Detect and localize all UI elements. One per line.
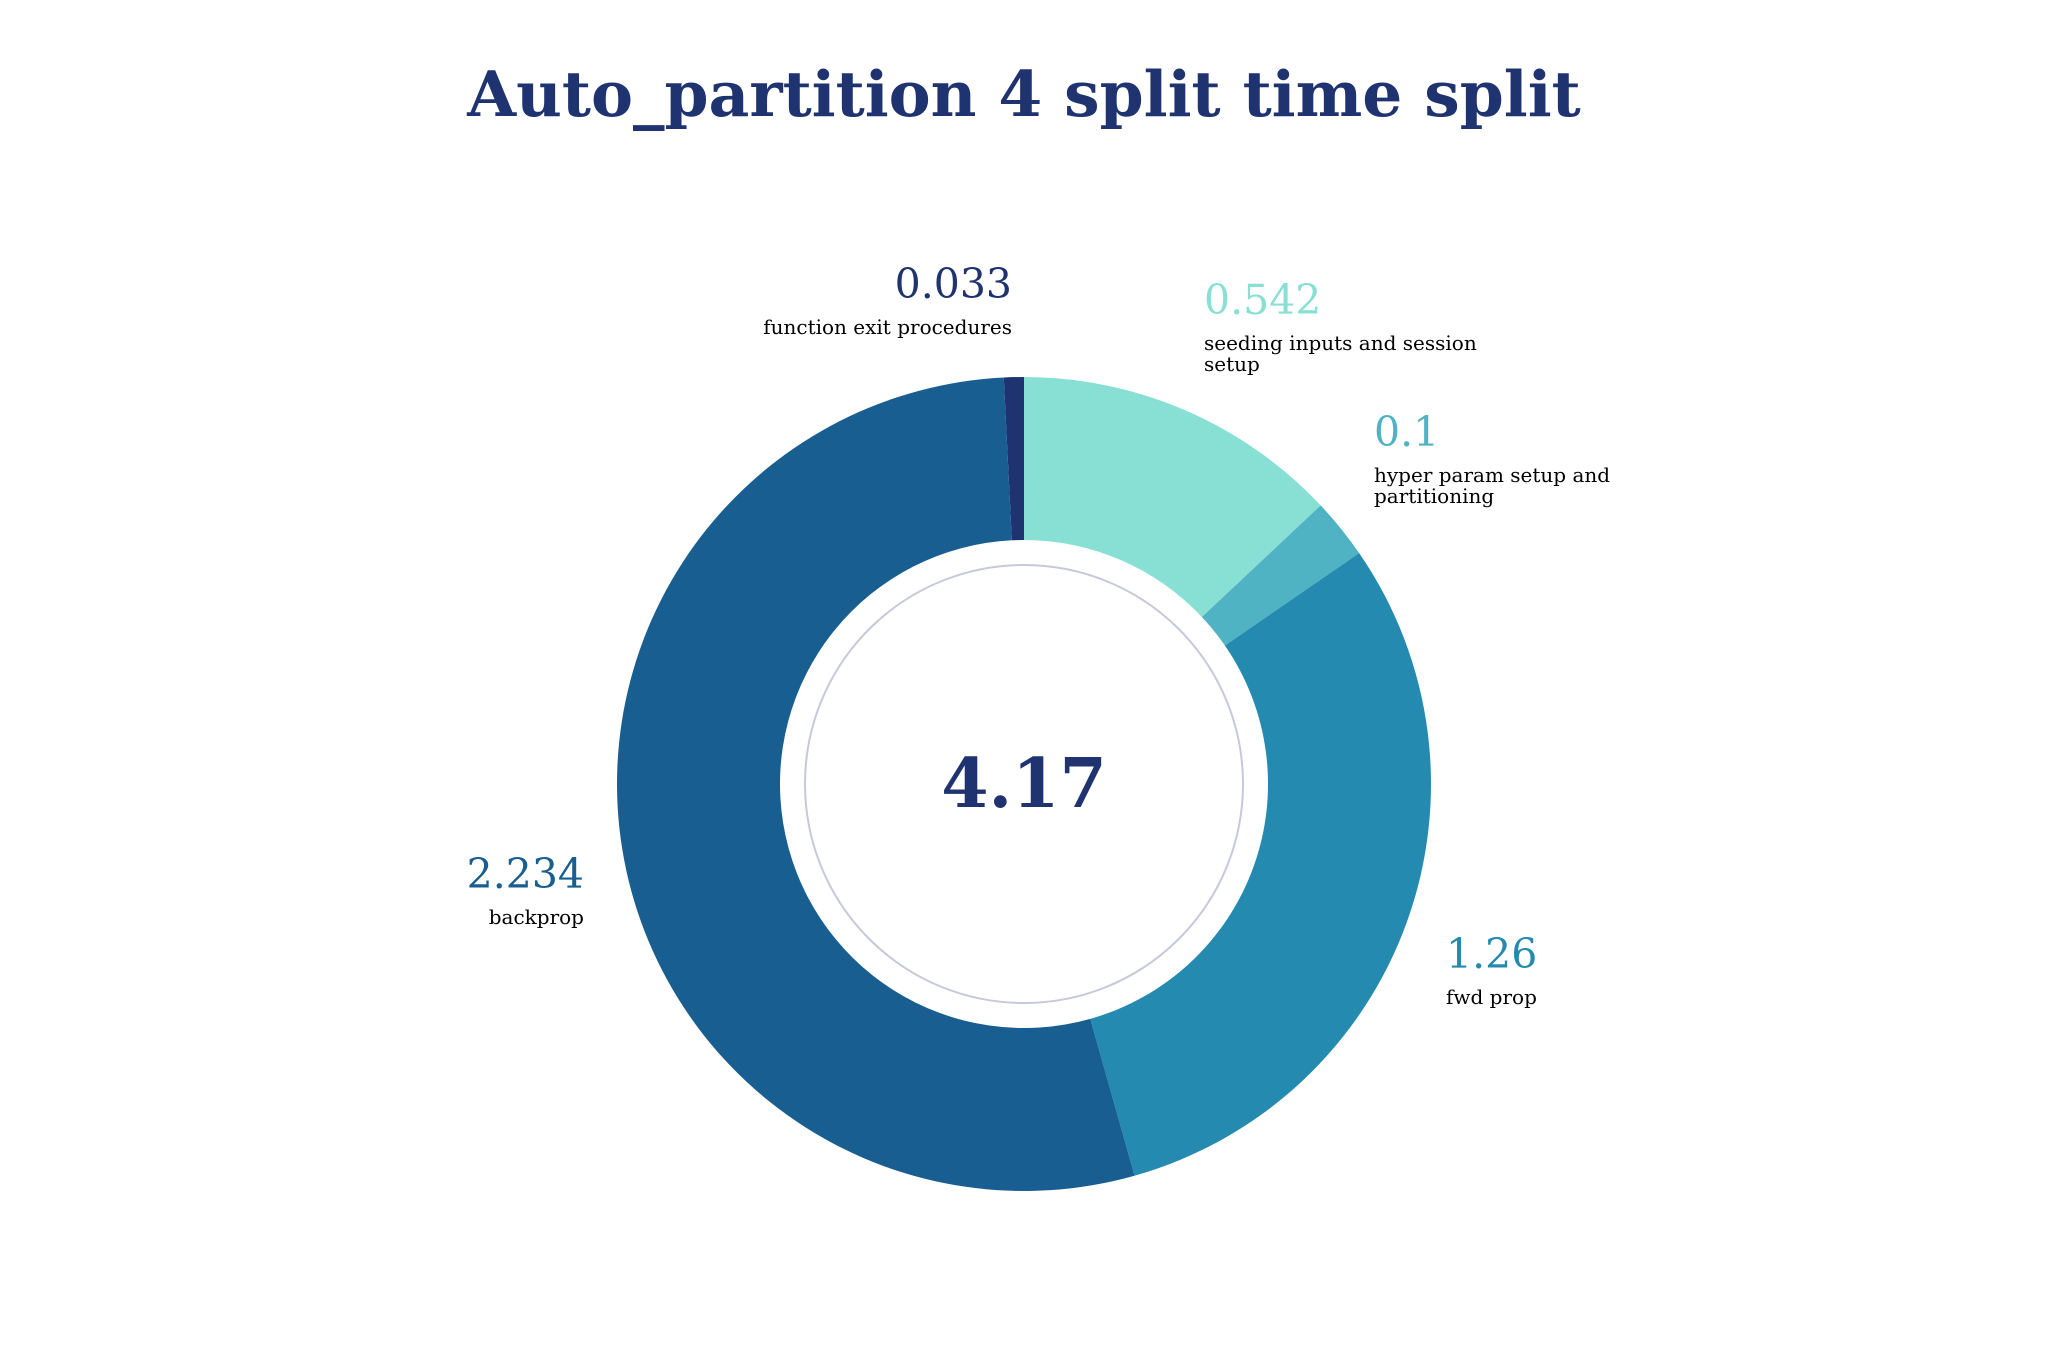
donut-slices (616, 377, 1431, 1192)
value-label-backprop: 2.234 (467, 850, 584, 898)
name-label-seeding-inputs-and-session-setup: seeding inputs and session setup (1204, 331, 1477, 376)
inner-ring (804, 564, 1244, 1004)
value-label-fwd-prop: 1.26 (1446, 930, 1537, 978)
name-label-hyper-param-setup-and-partitioning: hyper param setup and partitioning (1374, 463, 1610, 508)
slice-seeding-inputs-and-session-setup (1024, 377, 1321, 617)
value-label-seeding-inputs-and-session-setup: 0.542 (1204, 276, 1321, 324)
chart-title: Auto_partition 4 split time split (466, 57, 1581, 131)
name-label-backprop: backprop (489, 905, 584, 929)
slice-fwd-prop (1090, 553, 1431, 1176)
value-label-hyper-param-setup-and-partitioning: 0.1 (1374, 408, 1439, 456)
center-total-label: 4.17 (941, 744, 1107, 824)
value-label-function-exit-procedures: 0.033 (895, 260, 1012, 308)
slice-hyper-param-setup-and-partitioning (1201, 505, 1360, 646)
name-label-fwd-prop: fwd prop (1446, 985, 1537, 1009)
slice-labels: 0.033 function exit procedures 0.542 seedin… (467, 260, 1611, 1009)
slice-function-exit-procedures (1003, 377, 1024, 541)
name-label-function-exit-procedures: function exit procedures (763, 315, 1012, 339)
slice-backprop (616, 377, 1135, 1192)
